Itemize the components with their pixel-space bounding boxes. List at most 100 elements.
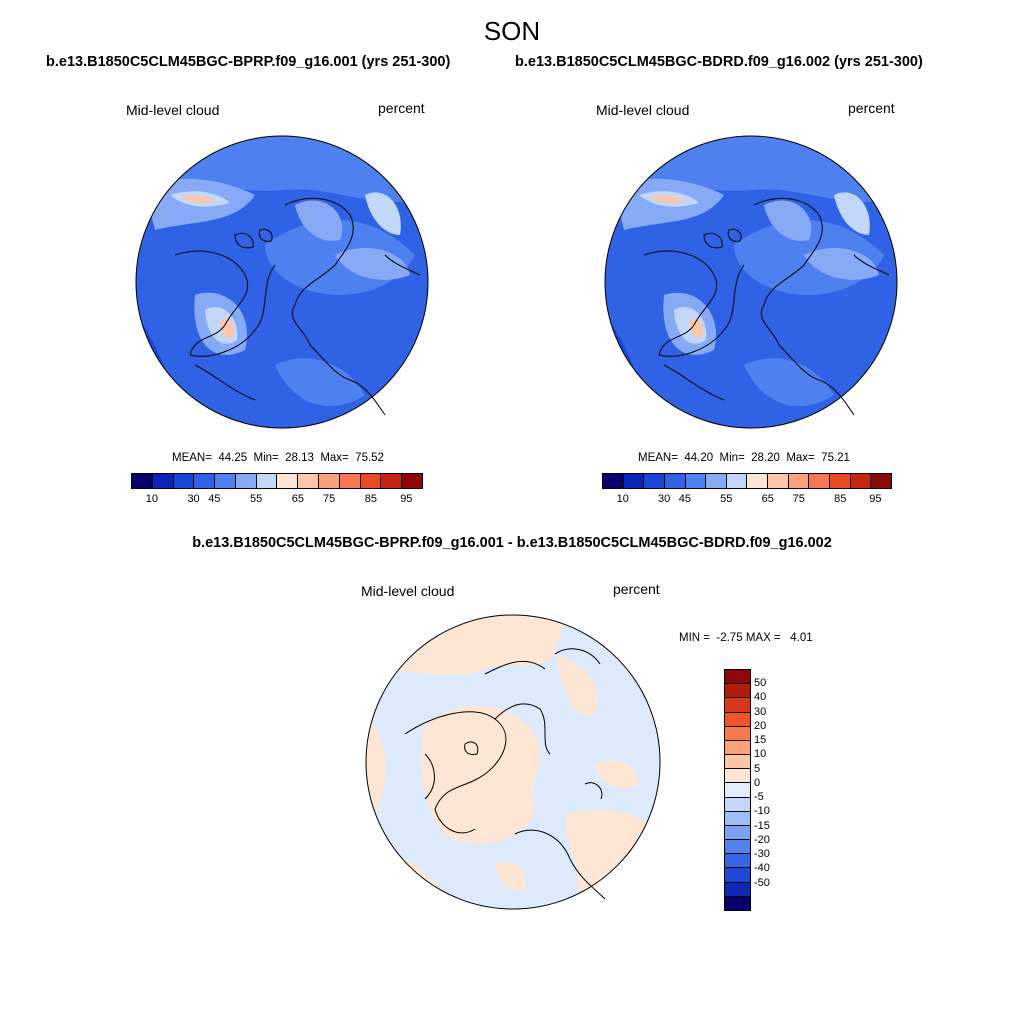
- colorbar-tick-label: 95: [869, 493, 882, 505]
- colorbar-tick-label: 50: [754, 677, 767, 690]
- cloud-field-patch: [744, 358, 834, 407]
- colorbar-swatch: [725, 783, 750, 798]
- right-max-value: 75.21: [821, 452, 850, 464]
- colorbar-swatch: [725, 811, 750, 826]
- right-colorbar-labels: 10 30 45 55 65 75 85 95: [602, 493, 892, 507]
- colorbar-swatch: [725, 670, 750, 685]
- cloud-field-max: [649, 195, 686, 204]
- map-border: [365, 614, 661, 910]
- colorbar-tick-label: 10: [616, 493, 629, 505]
- left-case-title: b.e13.B1850C5CLM45BGC-BPRP.f09_g16.001 (…: [46, 54, 451, 70]
- colorbar-swatch: [215, 474, 236, 488]
- colorbar-swatch: [725, 698, 750, 713]
- left-colorbar-labels: 10 30 45 55 65 75 85 95: [131, 493, 423, 507]
- cloud-field-max: [220, 318, 235, 338]
- cloud-field-max: [180, 195, 217, 204]
- colorbar-tick-label: 20: [754, 719, 767, 732]
- diff-positive-patch: [366, 714, 386, 814]
- cloud-field-patch: [764, 200, 812, 241]
- colorbar-swatch: [830, 474, 851, 488]
- colorbar-swatch: [871, 474, 891, 488]
- coastlines: [174, 197, 421, 416]
- coastlines: [404, 648, 606, 900]
- left-min-value: 28.13: [285, 452, 314, 464]
- right-min-value: 28.20: [751, 452, 780, 464]
- colorbar-tick-label: -15: [754, 819, 770, 832]
- colorbar-swatch: [194, 474, 216, 488]
- colorbar-tick-label: -5: [754, 791, 764, 804]
- left-colorbar: [131, 473, 423, 489]
- left-min-label: Min=: [253, 452, 279, 464]
- colorbar-tick-label: 55: [250, 493, 263, 505]
- colorbar-tick-label: 15: [754, 734, 767, 747]
- colorbar-tick-label: -10: [754, 805, 770, 818]
- colorbar-swatch: [809, 474, 831, 488]
- colorbar-swatch: [725, 726, 750, 741]
- colorbar-tick-label: 45: [678, 493, 691, 505]
- colorbar-swatch: [725, 854, 750, 869]
- colorbar-swatch: [256, 474, 278, 488]
- colorbar-tick-label: 40: [754, 691, 767, 704]
- colorbar-tick-label: 45: [208, 493, 221, 505]
- diff-min-value: -2.75: [716, 632, 743, 644]
- colorbar-tick-label: 30: [187, 493, 200, 505]
- colorbar-swatch: [298, 474, 320, 488]
- difference-title: b.e13.B1850C5CLM45BGC-BPRP.f09_g16.001 -…: [192, 535, 832, 551]
- colorbar-swatch: [152, 474, 174, 488]
- colorbar-swatch: [664, 474, 686, 488]
- right-units-label: percent: [848, 100, 895, 116]
- right-mean-label: MEAN=: [638, 452, 678, 464]
- colorbar-tick-label: 65: [291, 493, 304, 505]
- colorbar-swatch: [235, 474, 257, 488]
- cloud-field-patch: [834, 192, 870, 235]
- cloud-field-max: [689, 318, 704, 338]
- colorbar-swatch: [768, 474, 789, 488]
- colorbar-swatch: [277, 474, 299, 488]
- colorbar-tick-label: -30: [754, 848, 770, 861]
- right-case-title: b.e13.B1850C5CLM45BGC-BDRD.f09_g16.002 (…: [515, 54, 923, 70]
- colorbar-swatch: [339, 474, 361, 488]
- colorbar-swatch: [725, 684, 750, 699]
- colorbar-tick-label: 30: [658, 493, 671, 505]
- difference-colorbar: [724, 669, 751, 911]
- colorbar-swatch: [725, 825, 750, 841]
- colorbar-tick-label: -50: [754, 876, 770, 889]
- diff-positive-patch: [421, 705, 540, 845]
- right-mean-value: 44.20: [684, 452, 714, 464]
- coastlines: [643, 197, 890, 416]
- colorbar-swatch: [725, 740, 750, 756]
- colorbar-tick-label: 75: [792, 493, 805, 505]
- colorbar-swatch: [381, 474, 403, 488]
- left-mean-label: MEAN=: [172, 452, 212, 464]
- cloud-field-patch: [335, 247, 410, 280]
- colorbar-tick-label: 10: [754, 748, 767, 761]
- colorbar-tick-label: 0: [754, 776, 761, 789]
- colorbar-swatch: [788, 474, 810, 488]
- colorbar-tick-label: 95: [400, 493, 413, 505]
- map-border: [604, 135, 898, 429]
- colorbar-tick-label: -20: [754, 833, 770, 846]
- colorbar-swatch: [173, 474, 195, 488]
- colorbar-swatch: [747, 474, 769, 488]
- colorbar-swatch: [725, 896, 750, 910]
- right-variable-label: Mid-level cloud: [596, 102, 690, 118]
- colorbar-tick-label: 10: [145, 493, 158, 505]
- colorbar-tick-label: 85: [364, 493, 377, 505]
- colorbar-swatch: [603, 474, 624, 488]
- colorbar-tick-label: 75: [323, 493, 336, 505]
- colorbar-swatch: [726, 474, 748, 488]
- map-border: [135, 135, 429, 429]
- left-max-value: 75.52: [355, 452, 384, 464]
- diff-min-label: MIN =: [679, 632, 710, 644]
- right-polar-map: [604, 135, 898, 429]
- diff-max-label: MAX =: [745, 632, 781, 644]
- colorbar-swatch: [725, 868, 750, 883]
- colorbar-swatch: [685, 474, 707, 488]
- colorbar-tick-label: 85: [834, 493, 847, 505]
- left-polar-map: [135, 135, 429, 429]
- colorbar-swatch: [725, 755, 750, 770]
- right-stats: MEAN= 44.20 Min= 28.20 Max= 75.21: [638, 452, 850, 464]
- difference-polar-map: [365, 614, 661, 910]
- right-colorbar: [602, 473, 892, 489]
- diff-positive-patch: [495, 862, 526, 891]
